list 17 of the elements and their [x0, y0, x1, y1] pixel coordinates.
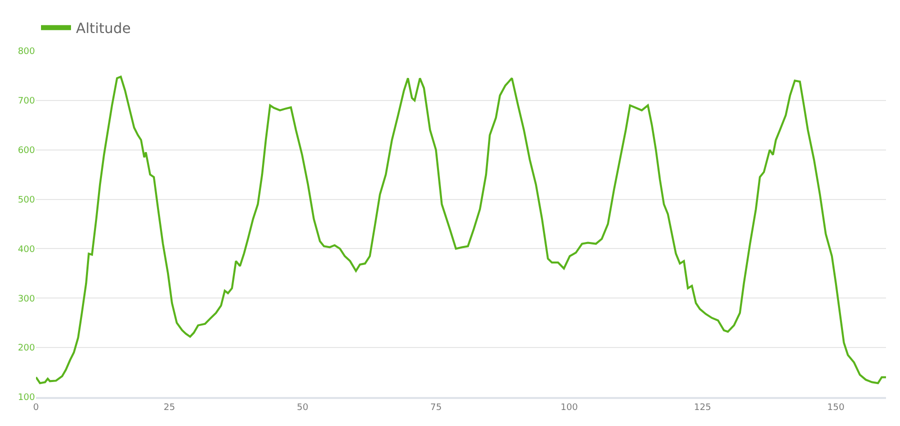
x-tick-label: 25 [164, 402, 176, 413]
y-tick-label: 700 [18, 96, 36, 107]
y-tick-label: 200 [18, 344, 36, 354]
x-tick-label: 125 [694, 402, 712, 413]
y-tick-label: 400 [18, 244, 36, 255]
x-tick-label: 100 [560, 402, 578, 413]
y-tick-label: 500 [18, 195, 36, 206]
line-series [36, 76, 886, 384]
y-tick-label: 100 [18, 393, 36, 404]
x-tick-label: 0 [33, 402, 40, 413]
y-tick-label: 800 [18, 47, 36, 58]
legend-label: Altitude [76, 21, 131, 38]
x-tick-label: 150 [827, 402, 845, 413]
y-tick-label: 300 [18, 294, 36, 304]
y-tick-label: 600 [18, 146, 36, 156]
x-tick-label: 50 [296, 402, 309, 413]
x-tick-label: 75 [430, 402, 442, 413]
